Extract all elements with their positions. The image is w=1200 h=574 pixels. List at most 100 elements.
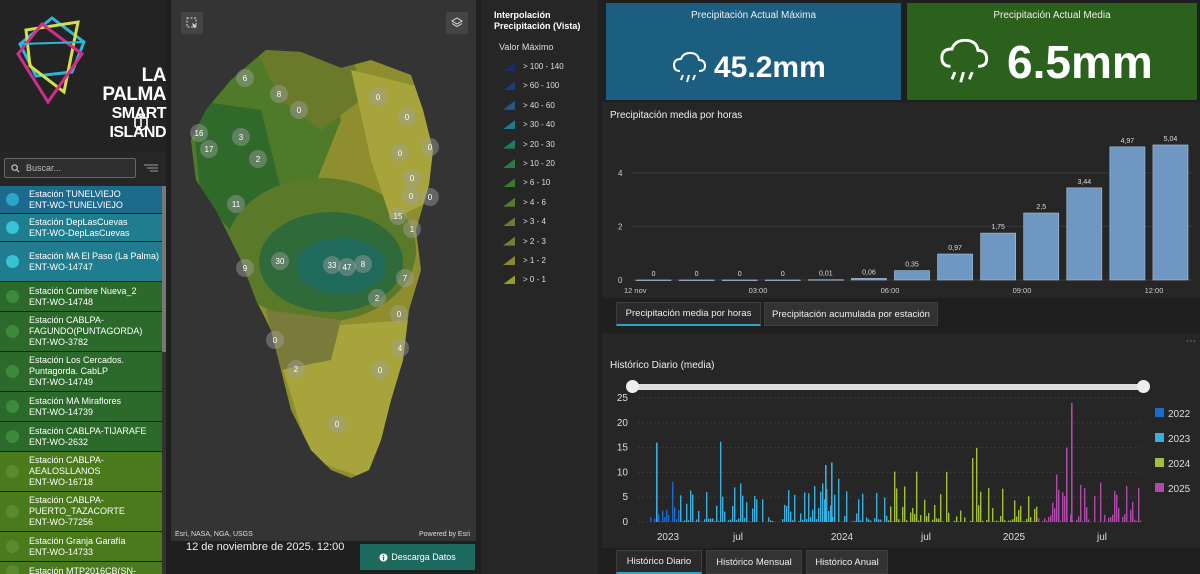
daily-bar[interactable]	[980, 491, 982, 522]
station-marker[interactable]: 0	[398, 108, 416, 126]
daily-bar[interactable]	[880, 519, 882, 522]
daily-bar[interactable]	[998, 521, 1000, 522]
daily-bar[interactable]	[772, 520, 774, 522]
daily-bar[interactable]	[784, 504, 786, 522]
daily-bar[interactable]	[828, 510, 830, 522]
station-marker[interactable]: 4	[391, 339, 409, 357]
daily-bar[interactable]	[660, 521, 662, 522]
daily-bar[interactable]	[742, 495, 744, 522]
daily-bar[interactable]	[978, 505, 980, 522]
daily-bar[interactable]	[744, 517, 746, 522]
daily-bar[interactable]	[1050, 515, 1052, 522]
station-marker[interactable]: 2	[287, 360, 305, 378]
station-marker[interactable]: 0	[403, 169, 421, 187]
daily-bar[interactable]	[1014, 500, 1016, 522]
station-item[interactable]: Estación CABLPA-AEALOSLLANOS ENT-WO-16718	[0, 452, 162, 492]
slider-handle-start[interactable]	[626, 380, 639, 393]
daily-bar[interactable]	[860, 520, 862, 522]
tab-monthly-history[interactable]: Histórico Mensual	[706, 550, 802, 574]
hourly-bar[interactable]	[1152, 144, 1189, 281]
hourly-bar[interactable]	[937, 253, 973, 281]
daily-bar[interactable]	[696, 519, 698, 522]
daily-bar[interactable]	[846, 491, 848, 522]
station-marker[interactable]: 47	[338, 258, 356, 276]
daily-bar[interactable]	[928, 512, 930, 522]
daily-bar[interactable]	[822, 483, 824, 522]
daily-bar[interactable]	[1082, 521, 1084, 522]
daily-bar[interactable]	[838, 478, 840, 522]
daily-bar[interactable]	[1044, 518, 1046, 522]
station-marker[interactable]: 33	[323, 256, 341, 274]
daily-bar[interactable]	[782, 519, 784, 522]
daily-bar[interactable]	[976, 447, 978, 522]
station-list[interactable]: Estación TUNELVIEJO ENT-WO-TUNELVIEJO Esta…	[0, 186, 162, 574]
download-data-button[interactable]: Descarga Datos	[360, 544, 475, 570]
hourly-chart[interactable]: 0 2 4 0 0 0 0 0,01 0,06 0,35 0,97 1,75 2,5 3,44 4,97 5,…	[602, 102, 1200, 298]
daily-bar[interactable]	[1088, 519, 1090, 522]
daily-bar[interactable]	[948, 512, 950, 522]
scrollbar-thumb[interactable]	[162, 186, 166, 352]
station-marker[interactable]: 1	[403, 220, 421, 238]
daily-bar[interactable]	[910, 512, 912, 522]
daily-bar[interactable]	[1022, 521, 1024, 522]
station-item[interactable]: Estación DepLasCuevas ENT-WO-DepLasCuevas	[0, 214, 162, 242]
daily-bar[interactable]	[888, 520, 890, 522]
daily-bar[interactable]	[1086, 507, 1088, 522]
daily-bar[interactable]	[654, 518, 656, 522]
daily-bar[interactable]	[1036, 506, 1038, 522]
daily-bar[interactable]	[862, 493, 864, 522]
hourly-bar[interactable]	[635, 279, 672, 281]
daily-bar[interactable]	[736, 520, 738, 522]
daily-bar[interactable]	[672, 481, 674, 522]
daily-bar[interactable]	[728, 520, 730, 522]
daily-bar[interactable]	[698, 510, 700, 522]
daily-bar[interactable]	[770, 520, 772, 522]
daily-bar[interactable]	[1104, 514, 1106, 522]
daily-bar[interactable]	[1062, 492, 1064, 522]
daily-bar[interactable]	[1000, 516, 1002, 522]
daily-bar[interactable]	[1024, 521, 1026, 522]
daily-bar[interactable]	[666, 509, 668, 522]
daily-bar[interactable]	[1010, 520, 1012, 522]
daily-bar[interactable]	[870, 520, 872, 522]
daily-bar[interactable]	[1094, 495, 1096, 522]
daily-bar[interactable]	[1008, 520, 1010, 522]
daily-bar[interactable]	[752, 508, 754, 522]
daily-bar[interactable]	[946, 471, 948, 522]
daily-bar[interactable]	[942, 521, 944, 522]
hourly-bar[interactable]	[1109, 146, 1146, 281]
daily-bar[interactable]	[1054, 508, 1056, 522]
daily-bar[interactable]	[1138, 487, 1140, 522]
station-item[interactable]: Estación TUNELVIEJO ENT-WO-TUNELVIEJO	[0, 186, 162, 214]
daily-bar[interactable]	[1020, 505, 1022, 522]
daily-bar[interactable]	[1132, 501, 1134, 522]
daily-bar[interactable]	[1002, 488, 1004, 522]
hourly-bar[interactable]	[678, 279, 715, 281]
daily-bar[interactable]	[734, 487, 736, 522]
daily-bar[interactable]	[808, 493, 810, 522]
daily-bar[interactable]	[788, 490, 790, 522]
daily-bar[interactable]	[960, 510, 962, 522]
daily-bar[interactable]	[956, 516, 958, 522]
daily-bar[interactable]	[658, 513, 660, 522]
daily-bar[interactable]	[830, 505, 832, 522]
daily-bar[interactable]	[852, 521, 854, 522]
daily-bar[interactable]	[982, 520, 984, 522]
daily-bar[interactable]	[1122, 516, 1124, 522]
daily-bar[interactable]	[1140, 520, 1142, 522]
daily-bar[interactable]	[992, 507, 994, 522]
station-marker[interactable]: 0	[328, 415, 346, 433]
search-box[interactable]	[4, 158, 136, 178]
daily-bar[interactable]	[1072, 520, 1074, 522]
station-item[interactable]: Estación MA Miraflores ENT-WO-14739	[0, 392, 162, 422]
daily-bar[interactable]	[810, 517, 812, 522]
daily-bar[interactable]	[964, 517, 966, 522]
daily-bar[interactable]	[1042, 521, 1044, 522]
daily-bar[interactable]	[812, 509, 814, 522]
daily-bar[interactable]	[1071, 402, 1073, 522]
daily-bar[interactable]	[818, 508, 820, 522]
daily-bar[interactable]	[816, 519, 818, 522]
daily-bar[interactable]	[886, 515, 888, 522]
daily-bar[interactable]	[704, 519, 706, 522]
